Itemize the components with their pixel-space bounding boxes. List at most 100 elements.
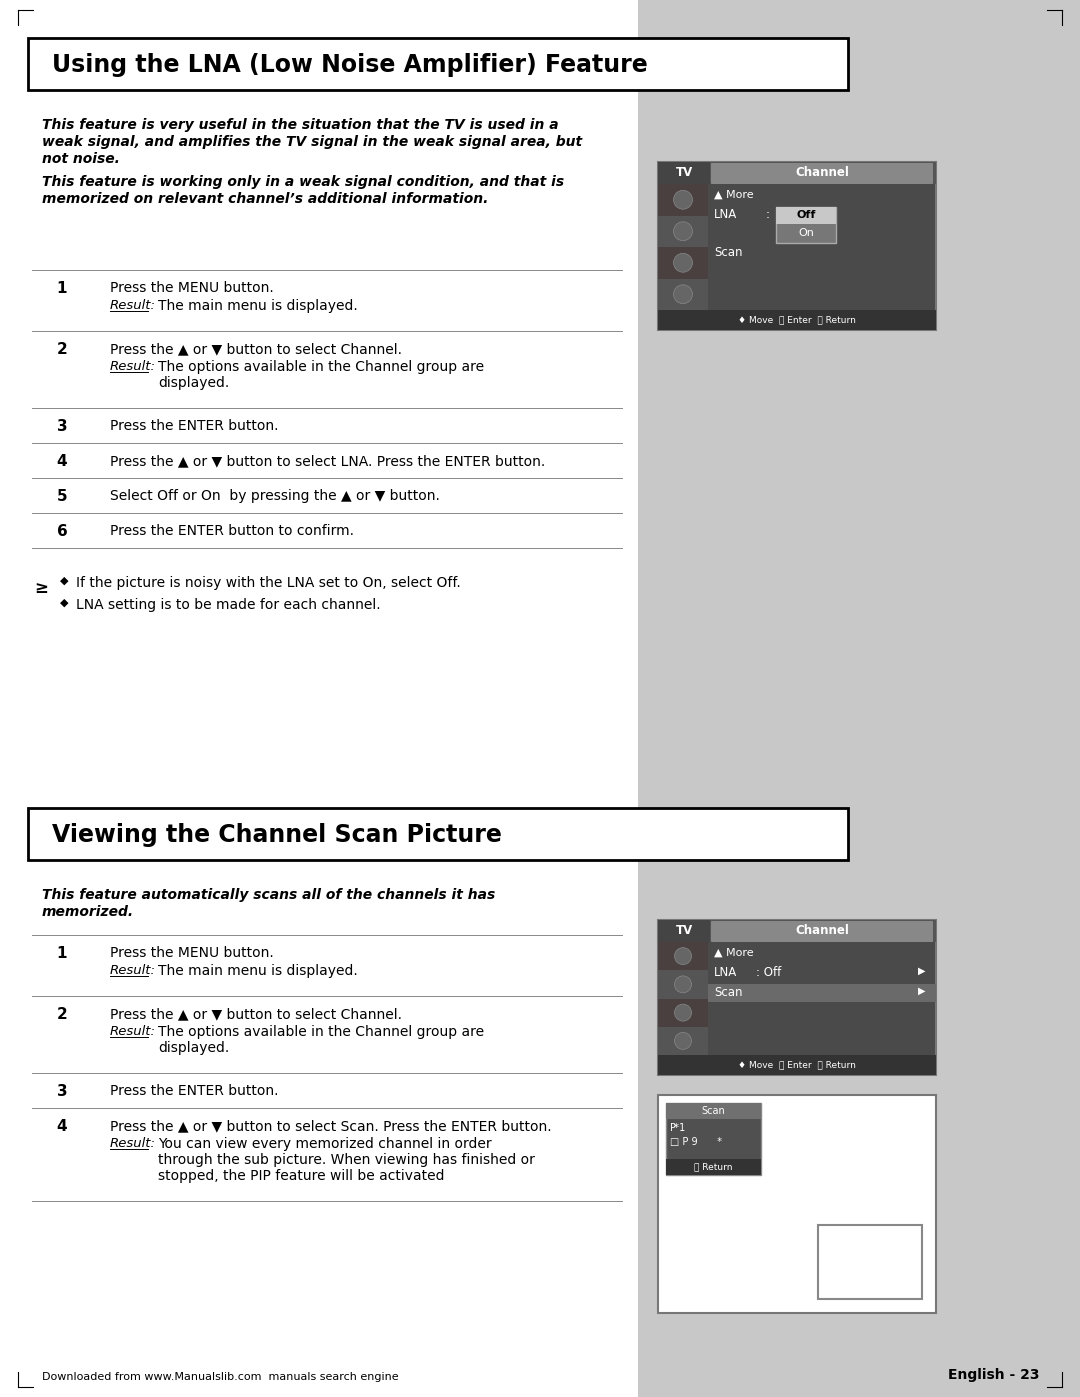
Text: 1: 1 xyxy=(57,281,67,296)
Text: Press the ENTER button.: Press the ENTER button. xyxy=(110,419,279,433)
Text: ◆: ◆ xyxy=(60,576,68,585)
Bar xyxy=(658,921,936,942)
Text: ▲ More: ▲ More xyxy=(714,949,754,958)
Text: weak signal, and amplifies the TV signal in the weak signal area, but: weak signal, and amplifies the TV signal… xyxy=(42,136,582,149)
Text: P 1: P 1 xyxy=(670,1123,685,1133)
Text: If the picture is noisy with the LNA set to On, select Off.: If the picture is noisy with the LNA set… xyxy=(76,576,461,590)
Circle shape xyxy=(674,253,692,272)
Text: Press the ▲ or ▼ button to select Channel.: Press the ▲ or ▼ button to select Channe… xyxy=(110,1007,402,1021)
Text: LNA: LNA xyxy=(714,208,738,221)
Bar xyxy=(658,942,708,971)
Bar xyxy=(666,1104,761,1175)
Text: ♦ Move  ⓧ Enter  ⎕ Return: ♦ Move ⓧ Enter ⎕ Return xyxy=(738,316,856,324)
Text: TV: TV xyxy=(675,925,692,937)
Bar xyxy=(658,971,708,999)
Circle shape xyxy=(675,1032,691,1049)
Bar xyxy=(658,162,710,184)
Text: Press the MENU button.: Press the MENU button. xyxy=(110,946,273,960)
Circle shape xyxy=(675,977,691,993)
Text: ▶: ▶ xyxy=(918,986,926,996)
Bar xyxy=(658,921,936,1076)
Text: ♦ Move  ⓧ Enter  ⎕ Return: ♦ Move ⓧ Enter ⎕ Return xyxy=(738,1060,856,1070)
Text: Channel: Channel xyxy=(795,166,849,179)
Text: *: * xyxy=(711,1137,723,1147)
Text: English - 23: English - 23 xyxy=(948,1368,1040,1382)
Text: Result:: Result: xyxy=(110,1025,156,1038)
Text: 2: 2 xyxy=(56,342,67,358)
Bar xyxy=(658,1027,708,1055)
Text: Press the ENTER button to confirm.: Press the ENTER button to confirm. xyxy=(110,524,354,538)
Text: 3: 3 xyxy=(56,419,67,434)
Text: □ P 9: □ P 9 xyxy=(670,1137,698,1147)
Text: 2: 2 xyxy=(56,1007,67,1023)
Text: ◆: ◆ xyxy=(60,598,68,608)
Text: Result:: Result: xyxy=(110,299,156,312)
Text: Scan: Scan xyxy=(714,986,743,999)
Text: ≥: ≥ xyxy=(33,578,48,597)
Bar xyxy=(28,807,848,861)
Bar xyxy=(638,0,1080,1397)
Text: LNA setting is to be made for each channel.: LNA setting is to be made for each chann… xyxy=(76,598,380,612)
Text: 4: 4 xyxy=(56,1119,67,1134)
Text: The main menu is displayed.: The main menu is displayed. xyxy=(158,299,357,313)
Bar xyxy=(666,1104,761,1119)
Text: Press the ▲ or ▼ button to select Channel.: Press the ▲ or ▼ button to select Channe… xyxy=(110,342,402,356)
Text: *: * xyxy=(670,1123,683,1133)
Text: The options available in the Channel group are
displayed.: The options available in the Channel gro… xyxy=(158,1025,484,1055)
Text: :: : xyxy=(766,208,770,221)
Bar xyxy=(658,1055,936,1076)
Text: Press the ▲ or ▼ button to select LNA. Press the ENTER button.: Press the ▲ or ▼ button to select LNA. P… xyxy=(110,454,545,468)
Bar xyxy=(658,184,708,215)
Text: This feature is working only in a weak signal condition, and that is: This feature is working only in a weak s… xyxy=(42,175,564,189)
Text: Scan: Scan xyxy=(714,246,743,258)
Text: The main menu is displayed.: The main menu is displayed. xyxy=(158,964,357,978)
Text: Result:: Result: xyxy=(110,964,156,977)
Text: This feature is very useful in the situation that the TV is used in a: This feature is very useful in the situa… xyxy=(42,117,558,131)
Bar xyxy=(777,207,836,243)
Text: memorized.: memorized. xyxy=(42,905,134,919)
Text: This feature automatically scans all of the channels it has: This feature automatically scans all of … xyxy=(42,888,496,902)
Text: memorized on relevant channel’s additional information.: memorized on relevant channel’s addition… xyxy=(42,191,488,205)
Circle shape xyxy=(674,285,692,303)
Bar xyxy=(658,162,936,184)
Circle shape xyxy=(675,1004,691,1021)
Bar xyxy=(658,247,708,278)
Text: Press the ▲ or ▼ button to select Scan. Press the ENTER button.: Press the ▲ or ▼ button to select Scan. … xyxy=(110,1119,552,1133)
Bar xyxy=(658,162,936,330)
Text: On: On xyxy=(798,228,814,237)
Text: : Off: : Off xyxy=(756,965,781,979)
Bar xyxy=(658,1095,936,1313)
Text: Downloaded from www.Manualslib.com  manuals search engine: Downloaded from www.Manualslib.com manua… xyxy=(42,1372,399,1382)
FancyBboxPatch shape xyxy=(711,163,933,184)
Bar xyxy=(658,278,708,310)
Text: 6: 6 xyxy=(56,524,67,539)
Text: 1: 1 xyxy=(57,946,67,961)
Text: Viewing the Channel Scan Picture: Viewing the Channel Scan Picture xyxy=(52,823,502,847)
Text: Scan: Scan xyxy=(702,1106,726,1116)
Text: Result:: Result: xyxy=(110,1137,156,1150)
Bar xyxy=(708,983,936,1002)
Bar xyxy=(658,215,708,247)
Text: TV: TV xyxy=(675,166,692,179)
Circle shape xyxy=(674,222,692,240)
Bar xyxy=(658,310,936,330)
Text: Using the LNA (Low Noise Amplifier) Feature: Using the LNA (Low Noise Amplifier) Feat… xyxy=(52,53,648,77)
Text: Press the ENTER button.: Press the ENTER button. xyxy=(110,1084,279,1098)
Text: ▶: ▶ xyxy=(918,965,926,977)
Bar xyxy=(818,1225,922,1299)
Bar xyxy=(666,1160,761,1175)
Text: ⎕ Return: ⎕ Return xyxy=(694,1162,732,1172)
Text: 4: 4 xyxy=(56,454,67,469)
Text: Select Off or On  by pressing the ▲ or ▼ button.: Select Off or On by pressing the ▲ or ▼ … xyxy=(110,489,440,503)
Bar xyxy=(28,38,848,89)
Circle shape xyxy=(674,190,692,210)
Bar xyxy=(777,207,836,224)
Text: not noise.: not noise. xyxy=(42,152,120,166)
Text: LNA: LNA xyxy=(714,965,738,979)
Bar xyxy=(658,921,710,942)
Text: 3: 3 xyxy=(56,1084,67,1099)
Text: You can view every memorized channel in order
through the sub picture. When view: You can view every memorized channel in … xyxy=(158,1137,535,1183)
Text: Off: Off xyxy=(796,211,815,221)
Text: Press the MENU button.: Press the MENU button. xyxy=(110,281,273,295)
Text: 5: 5 xyxy=(56,489,67,504)
